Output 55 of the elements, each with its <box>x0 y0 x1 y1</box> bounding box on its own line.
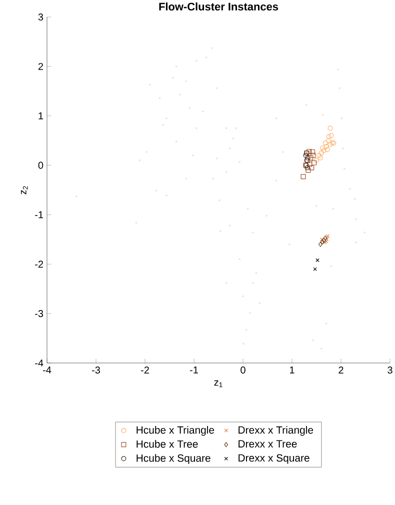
x-tick-label: 3 <box>388 366 392 374</box>
legend-label: Drexx x Tree <box>238 440 297 448</box>
point <box>320 145 325 150</box>
point <box>324 144 329 149</box>
point <box>322 140 328 146</box>
point <box>300 174 306 180</box>
point <box>328 126 333 131</box>
point <box>328 142 333 148</box>
y-tick-label: 0 <box>38 162 44 169</box>
point <box>326 234 330 238</box>
y-tick-label: -3 <box>35 310 44 318</box>
y-tick-label: -1 <box>35 211 43 218</box>
point <box>308 155 314 160</box>
point <box>316 152 322 158</box>
point <box>304 165 310 170</box>
legend-label: Hcube x Triangle <box>136 426 214 436</box>
x-tick-label: 2 <box>338 366 344 374</box>
point <box>312 160 317 166</box>
x-axis-title: z$_{1}$ <box>214 380 222 388</box>
y-tick-label: -4 <box>35 360 44 366</box>
x-tick-label: -4 <box>43 366 52 374</box>
chart-title: Flow-Cluster Instances <box>159 2 278 10</box>
y-tick-label: 2 <box>38 62 43 70</box>
point <box>328 133 334 138</box>
point <box>318 155 323 160</box>
point <box>303 152 308 158</box>
point <box>307 162 312 167</box>
point <box>313 267 317 271</box>
point <box>324 146 330 152</box>
point <box>306 168 311 173</box>
point <box>310 149 316 154</box>
point <box>318 242 322 247</box>
legend-label: Drexx x Triangle <box>238 426 314 436</box>
x-tick-label: -1 <box>190 366 198 374</box>
x-tick-label: -3 <box>92 366 100 374</box>
point <box>326 134 332 140</box>
point <box>306 148 312 154</box>
y-axis-title: z$_{2}$ <box>21 186 28 194</box>
legend-label: Hcube x Square <box>136 454 210 464</box>
x-tick-label: 0 <box>240 366 246 374</box>
point <box>326 138 332 144</box>
x-tick-label: 1 <box>290 366 294 374</box>
point <box>314 158 319 163</box>
point <box>309 165 314 170</box>
point <box>305 155 310 160</box>
point <box>310 152 316 158</box>
point <box>318 150 324 156</box>
point <box>321 148 326 153</box>
point <box>316 258 320 262</box>
y-tick-label: 1 <box>38 112 43 120</box>
legend-label: Drexx x Square <box>238 454 310 464</box>
x-tick-label: -2 <box>141 366 149 374</box>
legend-label: Hcube x Tree <box>136 440 198 448</box>
y-tick-label: 3 <box>38 13 44 21</box>
y-tick-label: -2 <box>35 260 43 268</box>
